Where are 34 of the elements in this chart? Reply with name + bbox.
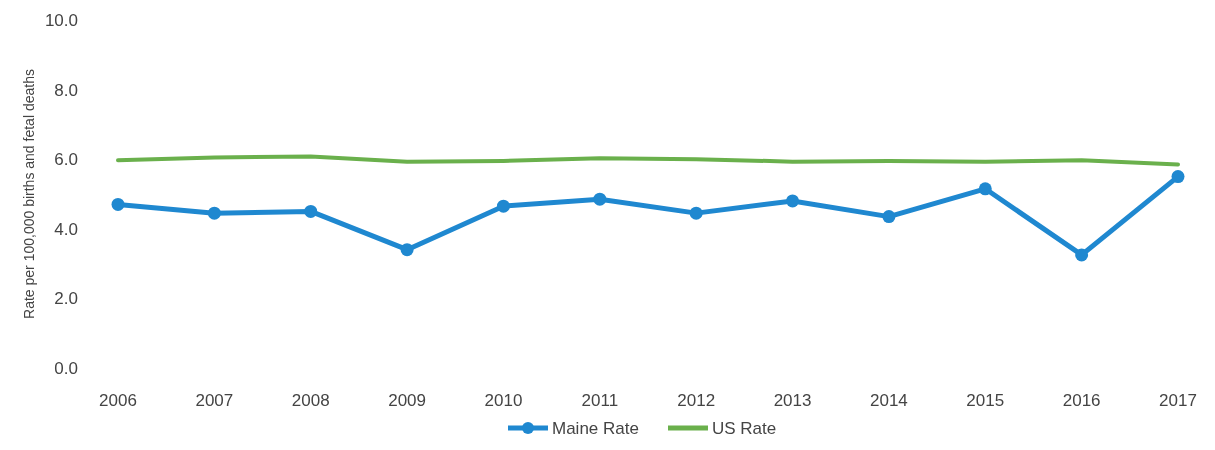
x-tick-label: 2016 [1062, 391, 1101, 410]
line-series [116, 154, 1180, 167]
point [978, 182, 992, 196]
point [304, 204, 318, 218]
point [689, 206, 703, 220]
point [400, 243, 414, 257]
point [1171, 170, 1185, 184]
x-tick-label: 2007 [195, 391, 234, 410]
x-tick-label: 2010 [484, 391, 523, 410]
y-tick-label: 6.0 [54, 150, 78, 170]
y-tick-label: 4.0 [54, 219, 78, 239]
x-tick-label: 2014 [870, 391, 908, 410]
point [496, 199, 510, 213]
x-tick-label: 2017 [1159, 391, 1197, 410]
x-tick-label: 2012 [677, 391, 716, 410]
x-tick-label: 2006 [99, 391, 137, 410]
y-tick-label: 8.0 [54, 80, 78, 100]
y-tick-label: 10.0 [44, 10, 78, 30]
x-tick-label: 2011 [581, 391, 619, 410]
point [786, 194, 800, 208]
legend-label: Maine Rate [552, 418, 639, 438]
legend-label: US Rate [712, 418, 777, 438]
x-tick-label: 2009 [388, 391, 426, 410]
point [1075, 248, 1089, 262]
point [593, 192, 607, 206]
y-tick-label: 2.0 [54, 289, 78, 309]
x-tick-label: 2015 [966, 391, 1005, 410]
y-axis-title: Rate per 100,000 births and fetal deaths [21, 69, 37, 319]
point [207, 206, 221, 220]
x-tick-label: 2013 [773, 391, 812, 410]
x-tick-label: 2008 [291, 391, 330, 410]
y-tick-label: 0.0 [54, 358, 78, 378]
point [111, 197, 125, 211]
point [882, 210, 896, 224]
